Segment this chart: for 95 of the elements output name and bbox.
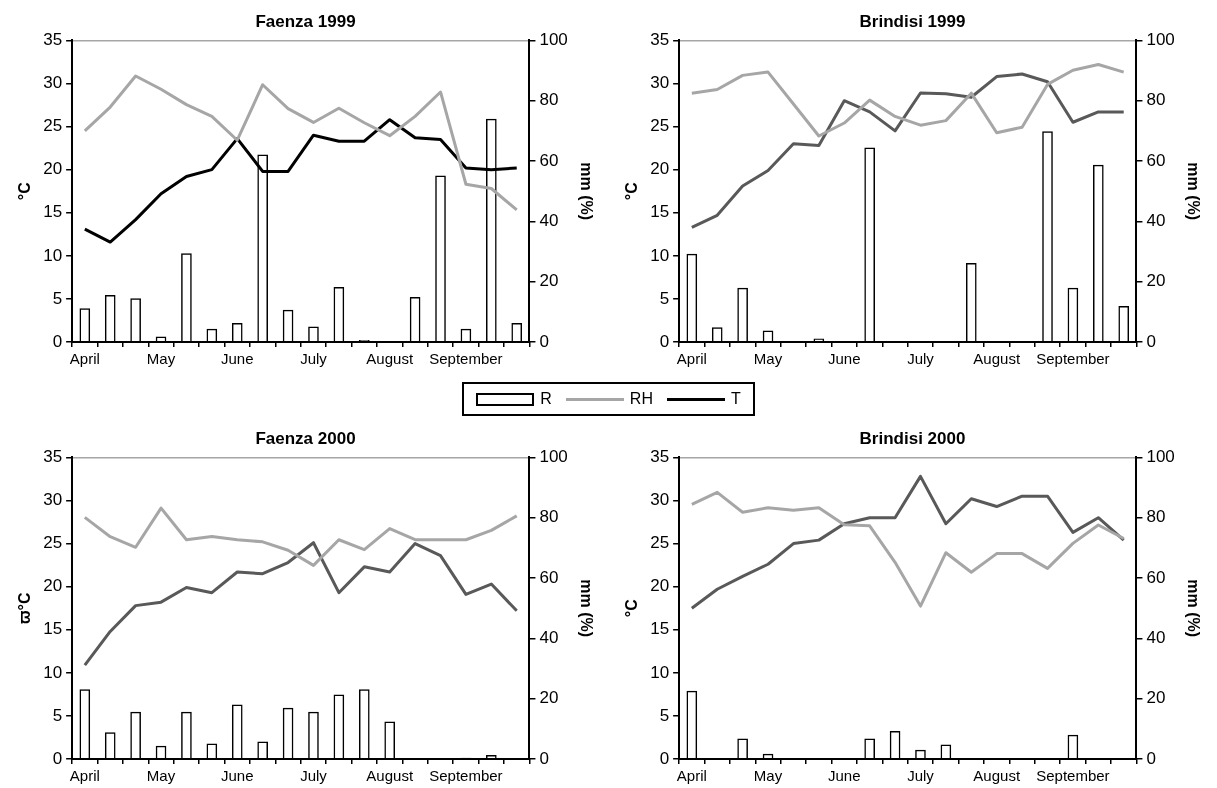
y-tick-label: 35 — [43, 30, 63, 50]
y2-tick-label: 40 — [539, 628, 559, 648]
y-tick-label: 30 — [650, 73, 670, 93]
y-tick-label: 10 — [43, 662, 63, 682]
x-tick-label: July — [907, 767, 935, 785]
y-tick-label: 0 — [52, 748, 63, 768]
y-tick-label: 25 — [650, 533, 670, 553]
y-tick-label: 30 — [43, 73, 63, 93]
y-tick-label: 35 — [650, 447, 670, 467]
chart-title: Faenza 2000 — [255, 428, 356, 448]
y-tick-label: 5 — [52, 288, 63, 308]
y2-tick-label: 20 — [539, 271, 559, 291]
x-tick-label: August — [973, 350, 1021, 368]
x-tick-label: August — [366, 767, 414, 785]
y2-tick-label: 100 — [1146, 30, 1175, 50]
y2-tick-label: 0 — [539, 748, 549, 768]
y2-tick-label: 80 — [1146, 507, 1166, 527]
chart-title: Brindisi 2000 — [859, 428, 966, 448]
y-tick-label: 35 — [650, 30, 670, 50]
y-tick-label: 15 — [43, 619, 63, 639]
x-tick-label: July — [907, 350, 935, 368]
legend-label: T — [730, 390, 741, 408]
x-tick-label: May — [753, 350, 783, 368]
y-tick-label: 25 — [650, 116, 670, 136]
y-tick-label: 15 — [650, 202, 670, 222]
y-tick-label: 5 — [659, 288, 670, 308]
legend-label: R — [540, 390, 552, 408]
x-tick-label: April — [676, 350, 707, 368]
y-tick-label: 35 — [43, 447, 63, 467]
y-tick-label: 20 — [650, 159, 670, 179]
y-tick-label: 0 — [659, 748, 670, 768]
x-tick-label: August — [366, 350, 414, 368]
y2-axis-title: mm (%) — [577, 162, 595, 221]
y2-tick-label: 100 — [539, 30, 568, 50]
y-tick-label: 20 — [43, 576, 63, 596]
y2-tick-label: 40 — [1146, 211, 1166, 231]
x-tick-label: July — [300, 350, 328, 368]
y2-axis-title: mm (%) — [1184, 162, 1202, 221]
y2-axis-title: mm (%) — [1184, 579, 1202, 638]
x-tick-label: May — [146, 350, 176, 368]
x-tick-label: April — [69, 350, 100, 368]
y-tick-label: 25 — [43, 116, 63, 136]
x-tick-label: April — [676, 767, 707, 785]
y-tick-label: 5 — [52, 705, 63, 725]
y-tick-label: 30 — [650, 490, 670, 510]
y-tick-label: 0 — [659, 331, 670, 351]
y-tick-label: 10 — [43, 245, 63, 265]
x-tick-label: September — [1036, 767, 1110, 785]
y-tick-label: 20 — [43, 159, 63, 179]
x-tick-label: June — [827, 350, 861, 368]
y2-axis-title: mm (%) — [577, 579, 595, 638]
y-tick-label: 15 — [43, 202, 63, 222]
x-tick-label: June — [220, 767, 254, 785]
y2-tick-label: 0 — [1146, 748, 1156, 768]
x-tick-label: September — [429, 350, 503, 368]
y2-tick-label: 60 — [1146, 150, 1166, 170]
y2-tick-label: 100 — [1146, 447, 1175, 467]
chart-title: Faenza 1999 — [255, 11, 356, 31]
y-tick-label: 5 — [659, 705, 670, 725]
y-tick-label: 10 — [650, 245, 670, 265]
y2-tick-label: 80 — [539, 507, 559, 527]
y2-tick-label: 0 — [539, 331, 549, 351]
y2-tick-label: 60 — [539, 567, 559, 587]
chart-title: Brindisi 1999 — [859, 11, 966, 31]
y-tick-label: 30 — [43, 490, 63, 510]
x-tick-label: May — [146, 767, 176, 785]
y2-tick-label: 60 — [539, 150, 559, 170]
x-tick-label: July — [300, 767, 328, 785]
y2-tick-label: 80 — [1146, 90, 1166, 110]
y-tick-label: 15 — [650, 619, 670, 639]
x-tick-label: September — [429, 767, 503, 785]
x-tick-label: September — [1036, 350, 1110, 368]
y2-tick-label: 20 — [1146, 271, 1166, 291]
y2-tick-label: 40 — [539, 211, 559, 231]
y-tick-label: 25 — [43, 533, 63, 553]
y2-tick-label: 20 — [1146, 688, 1166, 708]
x-tick-label: April — [69, 767, 100, 785]
x-tick-label: May — [753, 767, 783, 785]
y2-tick-label: 100 — [539, 447, 568, 467]
y2-tick-label: 20 — [539, 688, 559, 708]
y2-tick-label: 60 — [1146, 567, 1166, 587]
y2-tick-label: 40 — [1146, 628, 1166, 648]
y-tick-label: 20 — [650, 576, 670, 596]
y2-tick-label: 0 — [1146, 331, 1156, 351]
y-axis-title: °C — [623, 598, 641, 618]
y-tick-label: 0 — [52, 331, 63, 351]
x-tick-label: August — [973, 767, 1021, 785]
x-tick-label: June — [220, 350, 254, 368]
y-axis-title: °C — [623, 181, 641, 201]
y-tick-label: 10 — [650, 662, 670, 682]
y-axis-title: °C — [16, 181, 34, 201]
x-tick-label: June — [827, 767, 861, 785]
legend-label: RH — [629, 390, 653, 408]
y-axis-title: ϖ°C — [16, 592, 34, 624]
y2-tick-label: 80 — [539, 90, 559, 110]
